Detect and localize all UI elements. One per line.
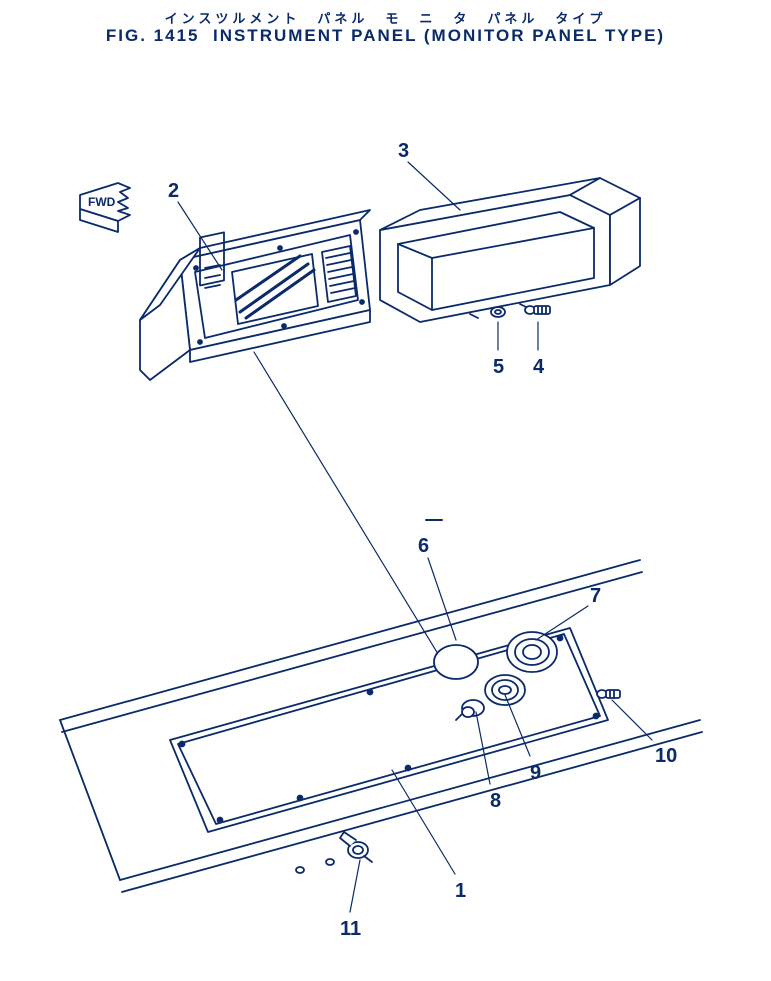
callout-2: 2 [168,180,179,203]
callout-1: 1 [455,880,466,903]
cover-housing [380,178,640,322]
callout-9: 9 [530,762,541,785]
page: インスツルメント パネル モ ニ タ パネル タイプ FIG. 1415 INS… [0,0,771,981]
callout-10: 10 [655,745,677,768]
bolt-4 [525,306,550,314]
callout-6: 6 [418,535,429,558]
callout-5: 5 [493,356,504,379]
callout-11: 11 [340,918,361,941]
fwd-arrow: FWD [80,183,130,232]
callout-4: 4 [533,356,544,379]
diagram-svg: FWD [0,0,771,981]
dash-panel [60,560,702,892]
callout-3: 3 [398,140,409,163]
fwd-text: FWD [88,195,116,209]
callout-8: 8 [490,790,501,813]
washer-5 [491,307,505,317]
callout-7: 7 [590,585,601,608]
